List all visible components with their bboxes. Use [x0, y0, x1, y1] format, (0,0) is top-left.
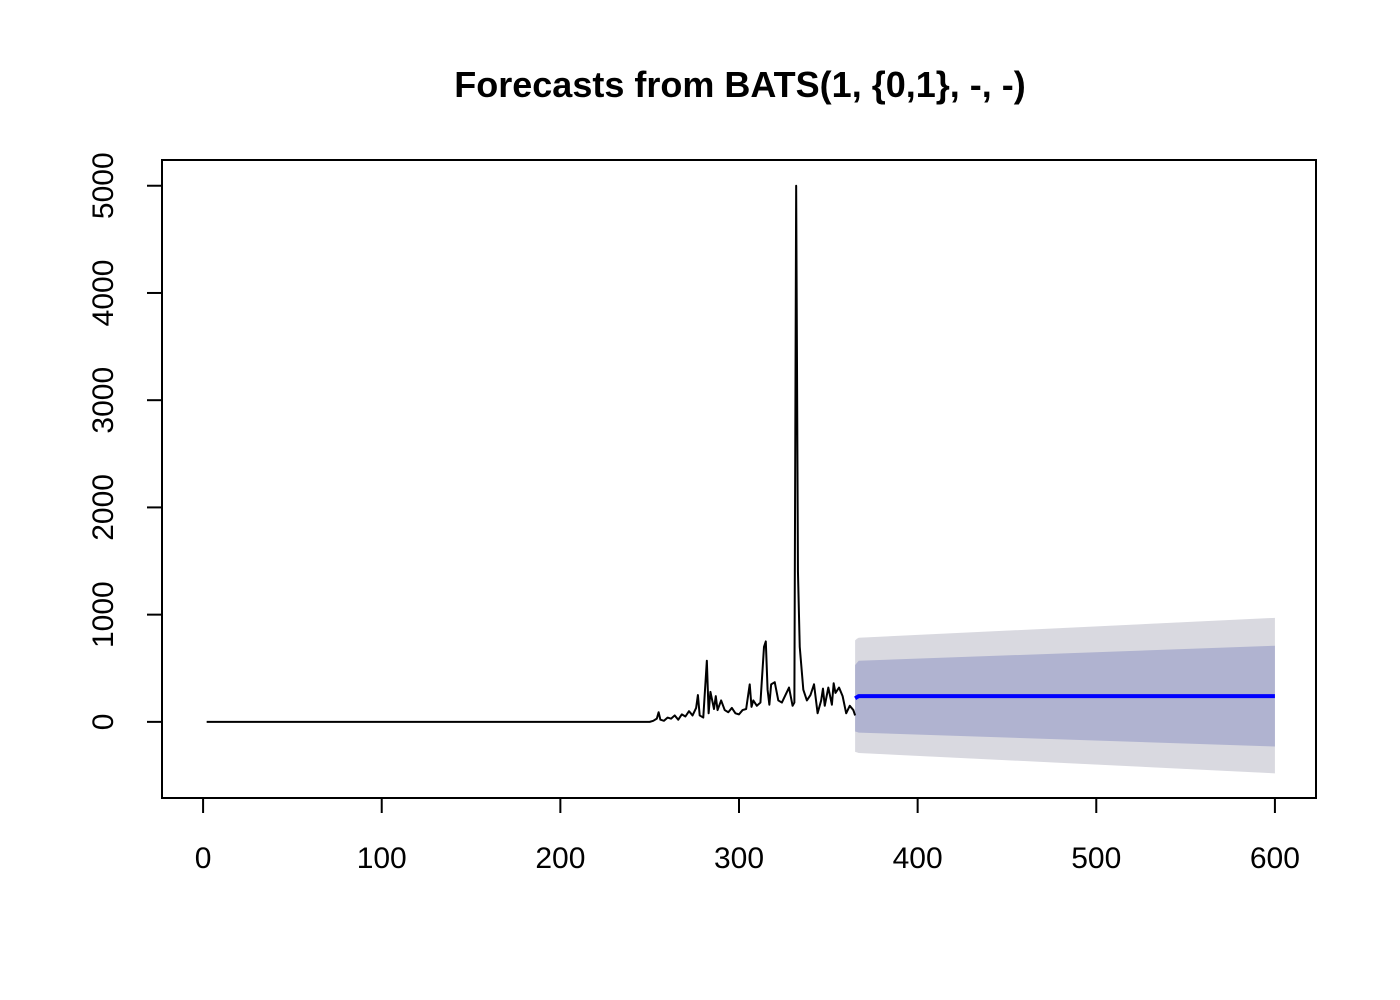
history-line [206, 184, 857, 723]
chart-title: Forecasts from BATS(1, {0,1}, -, -) [454, 64, 1025, 105]
y-tick-label: 4000 [87, 260, 120, 327]
y-tick-label: 0 [87, 714, 120, 731]
x-tick-label: 500 [1071, 842, 1121, 875]
forecast-mean-group [854, 694, 1275, 700]
y-tick-label: 1000 [87, 581, 120, 648]
x-tick-label: 0 [195, 842, 212, 875]
x-tick-label: 300 [714, 842, 764, 875]
history-series-group [206, 184, 857, 723]
x-tick-label: 200 [535, 842, 585, 875]
x-tick-label: 100 [357, 842, 407, 875]
y-tick-label: 5000 [87, 152, 120, 219]
x-tick-label: 400 [893, 842, 943, 875]
forecast-mean-line [854, 694, 1275, 700]
y-tick-label: 2000 [87, 474, 120, 541]
y-tick-label: 3000 [87, 367, 120, 434]
x-tick-label: 600 [1250, 842, 1300, 875]
x-axis: 0 100 200 300 400 500 600 [195, 797, 1300, 875]
y-axis: 0 1000 2000 3000 4000 5000 [87, 152, 163, 731]
